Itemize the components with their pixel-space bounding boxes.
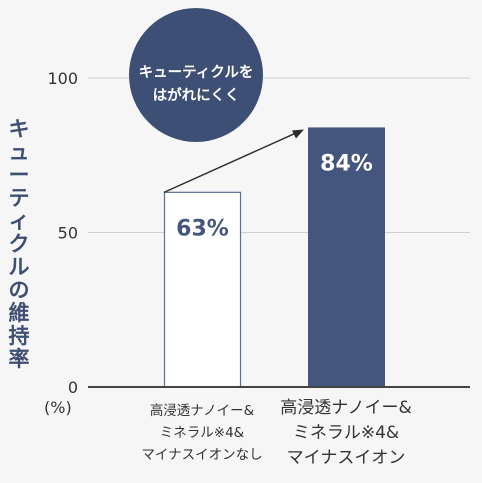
bar-1	[308, 127, 385, 387]
bar-value-label-1: 84%	[320, 151, 373, 176]
bar-0	[163, 191, 242, 388]
annotation-bubble-text: キューティクルを はがれにくく	[138, 65, 254, 104]
y-tick-label-100: 100	[47, 69, 78, 88]
trend-arrow-line	[163, 132, 296, 193]
annotation-layer	[129, 8, 304, 193]
y-tick-label-50: 50	[58, 224, 78, 243]
y-unit-label: (%)	[44, 398, 72, 417]
category-label-without: 高浸透ナノイー& ミネラル※4& マイナスイオンなし	[141, 403, 263, 463]
y-tick-label-0: 0	[68, 378, 78, 397]
trend-arrow-head	[292, 129, 304, 139]
bar-layer: 63% 84%	[163, 127, 385, 388]
bar-value-label-0: 63%	[176, 216, 229, 241]
y-axis-label: キューティクルの維持率	[8, 117, 30, 371]
y-tick-labels: 0 50 100	[47, 69, 78, 397]
category-label-with: 高浸透ナノイー& ミネラル※4& マイナスイオン	[280, 398, 412, 468]
annotation-bubble	[129, 8, 263, 142]
